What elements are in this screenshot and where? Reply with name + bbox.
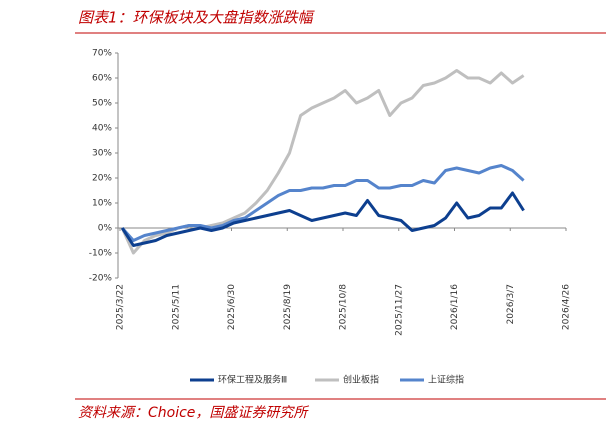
chart-title: 图表1：环保板块及大盘指数涨跌幅 <box>78 9 316 27</box>
x-tick-label: 2025/11/27 <box>394 284 404 336</box>
y-tick-label: 0% <box>98 224 113 234</box>
x-tick-label: 2025/8/19 <box>283 284 293 330</box>
x-tick-label: 2026/4/26 <box>562 284 572 330</box>
y-tick-label: 30% <box>92 149 112 159</box>
y-tick-label: 10% <box>92 199 112 209</box>
series-line <box>120 191 525 247</box>
x-tick-label: 2025/3/22 <box>116 284 126 330</box>
legend-label: 创业板指 <box>343 374 379 386</box>
y-tick-label: 60% <box>92 74 112 84</box>
y-tick-label: -20% <box>89 274 113 284</box>
y-tick-label: 70% <box>92 49 112 59</box>
x-tick-label: 2025/5/11 <box>171 284 181 330</box>
y-tick-label: 40% <box>92 124 112 134</box>
series-line <box>121 164 525 242</box>
x-tick-label: 2026/1/16 <box>450 284 460 330</box>
x-tick-label: 2025/10/8 <box>339 284 349 330</box>
x-tick-label: 2026/3/7 <box>506 284 516 324</box>
x-tick-label: 2025/6/30 <box>227 284 237 330</box>
legend-label: 环保工程及服务Ⅲ <box>218 374 287 386</box>
y-tick-label: 50% <box>92 99 112 109</box>
source-note: 资料来源：Choice，国盛证券研究所 <box>78 405 309 421</box>
legend-label: 上证综指 <box>428 374 464 386</box>
y-tick-label: -10% <box>89 249 113 259</box>
y-tick-label: 20% <box>92 174 112 184</box>
